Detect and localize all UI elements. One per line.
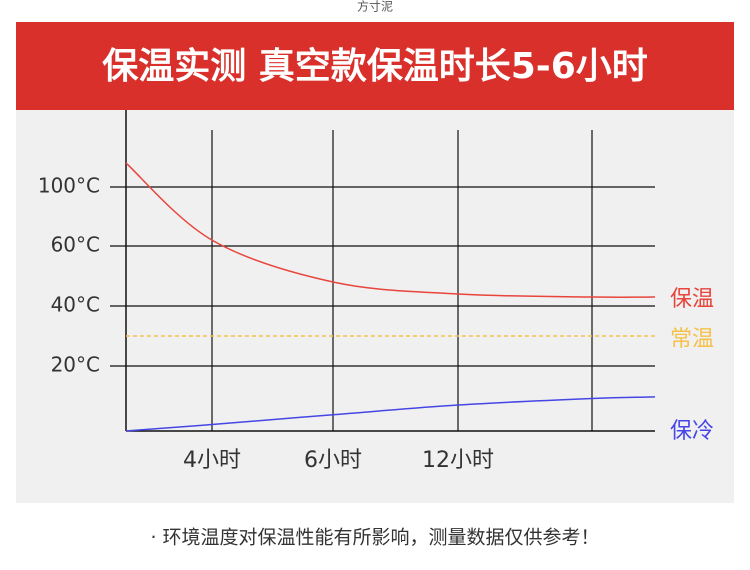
y-tick-label: 60°C — [51, 233, 100, 257]
chart-title: 保温实测 真空款保温时长5-6小时 — [102, 46, 648, 87]
x-tick-label: 12小时 — [422, 448, 494, 473]
series-line — [125, 396, 656, 432]
legend-label: 保温 — [670, 287, 714, 312]
legend-label: 常温 — [670, 327, 714, 352]
x-tick-label: 6小时 — [304, 448, 362, 473]
y-tick-label: 20°C — [51, 353, 100, 377]
legend-label: 保冷 — [670, 419, 714, 444]
y-tick-label: 100°C — [38, 174, 100, 198]
watermark: 方寸泥 — [357, 0, 393, 14]
x-tick-label: 4小时 — [183, 448, 241, 473]
y-tick-label: 40°C — [51, 293, 100, 317]
series-line — [125, 162, 656, 298]
title-banner — [16, 22, 734, 110]
footnote: · 环境温度对保温性能有所影响，测量数据仅供参考！ — [150, 527, 599, 549]
